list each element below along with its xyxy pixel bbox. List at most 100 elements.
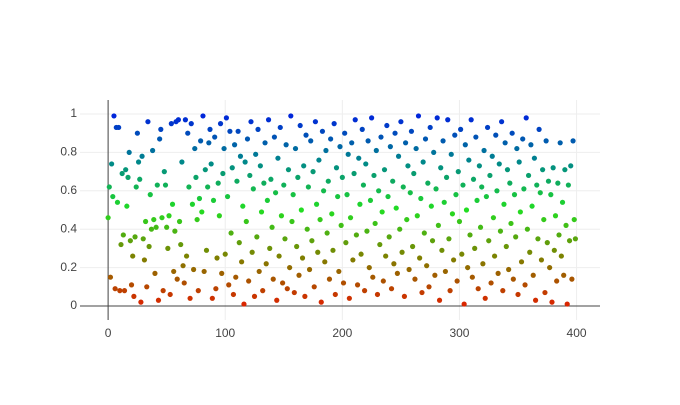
point — [376, 188, 382, 194]
point — [119, 170, 125, 177]
point — [318, 299, 324, 305]
point — [267, 245, 273, 251]
point — [127, 238, 133, 244]
point — [235, 128, 241, 134]
point — [296, 272, 302, 278]
point — [220, 170, 226, 177]
point — [499, 119, 505, 125]
point — [381, 167, 388, 173]
point — [502, 140, 508, 146]
point — [144, 284, 150, 290]
point — [332, 291, 338, 298]
point — [417, 255, 423, 261]
point — [134, 130, 140, 136]
point — [215, 180, 221, 186]
point — [440, 138, 446, 144]
tick-labels: 0 0.2 0.4 0.6 0.8 1 0 100 200 300 400 — [60, 106, 587, 340]
point — [387, 144, 393, 150]
point — [140, 236, 146, 242]
point — [188, 121, 194, 127]
point — [459, 251, 465, 257]
point — [316, 157, 322, 163]
point — [310, 169, 316, 175]
point — [243, 218, 249, 225]
point — [487, 172, 493, 179]
point — [221, 145, 227, 152]
point — [301, 163, 307, 169]
point — [386, 234, 392, 240]
point — [470, 176, 477, 182]
point — [302, 293, 308, 299]
point — [458, 126, 464, 132]
point — [364, 228, 370, 234]
point — [270, 276, 276, 282]
point — [455, 169, 461, 175]
point — [222, 251, 228, 257]
points — [105, 113, 579, 307]
point — [263, 261, 269, 267]
y-tick-label: 0.4 — [60, 221, 77, 235]
point — [329, 211, 335, 217]
point — [351, 170, 357, 177]
point — [309, 238, 315, 244]
point — [549, 299, 555, 305]
point — [558, 253, 564, 259]
point — [434, 115, 440, 121]
point — [244, 136, 251, 142]
point — [305, 184, 311, 190]
point — [228, 230, 234, 236]
point — [516, 159, 522, 165]
point — [456, 218, 463, 225]
point — [264, 197, 270, 204]
point — [335, 193, 341, 200]
point — [271, 134, 278, 140]
point — [268, 176, 274, 182]
point — [308, 138, 314, 144]
point — [475, 286, 481, 292]
point — [435, 222, 441, 228]
point — [260, 288, 266, 294]
point — [501, 201, 507, 207]
point — [137, 176, 143, 182]
point — [410, 243, 416, 250]
point — [413, 145, 419, 152]
point — [562, 167, 568, 173]
point — [274, 297, 280, 303]
point — [195, 288, 201, 294]
point — [374, 291, 381, 298]
point — [116, 124, 122, 131]
point — [377, 241, 383, 248]
point — [261, 180, 267, 186]
point — [313, 201, 320, 207]
point — [180, 263, 186, 269]
point — [384, 122, 390, 129]
y-tick-label: 1 — [70, 106, 77, 120]
point — [158, 126, 164, 132]
point — [152, 270, 158, 276]
point — [319, 128, 326, 134]
point — [304, 226, 310, 232]
point — [159, 215, 165, 221]
point — [201, 268, 207, 275]
point — [442, 268, 449, 275]
point — [571, 216, 577, 223]
point — [404, 216, 410, 223]
point — [346, 295, 352, 301]
point — [323, 147, 329, 154]
point — [393, 205, 399, 211]
point — [448, 151, 454, 157]
point — [491, 253, 498, 259]
point — [451, 257, 457, 263]
point — [231, 142, 238, 148]
point — [569, 276, 575, 282]
point — [441, 199, 447, 205]
point — [397, 226, 403, 232]
point — [506, 266, 512, 273]
point — [162, 182, 169, 188]
point — [255, 126, 261, 132]
point — [559, 199, 566, 205]
point — [379, 209, 385, 215]
point — [289, 218, 295, 225]
point — [120, 232, 126, 238]
point — [405, 163, 411, 169]
